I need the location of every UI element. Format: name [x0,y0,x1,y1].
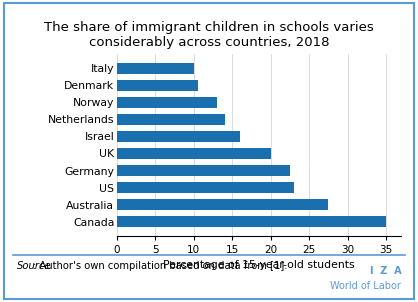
Bar [117,114,224,125]
Bar [117,148,271,159]
Text: : Author's own compilation based on data from [1].: : Author's own compilation based on data… [33,261,287,271]
Text: I  Z  A: I Z A [370,266,401,276]
Text: The share of immigrant children in schools varies
considerably across countries,: The share of immigrant children in schoo… [44,21,374,49]
Bar [117,131,240,142]
Text: World of Labor: World of Labor [330,281,401,291]
Bar [117,97,217,108]
Bar [117,80,198,91]
X-axis label: Percentage of 15-year-old students: Percentage of 15-year-old students [163,260,355,270]
Bar [117,63,194,74]
Text: Source: Source [17,261,51,271]
Bar [117,182,294,193]
Bar [117,216,386,227]
Bar [117,199,328,210]
Bar [117,165,290,176]
